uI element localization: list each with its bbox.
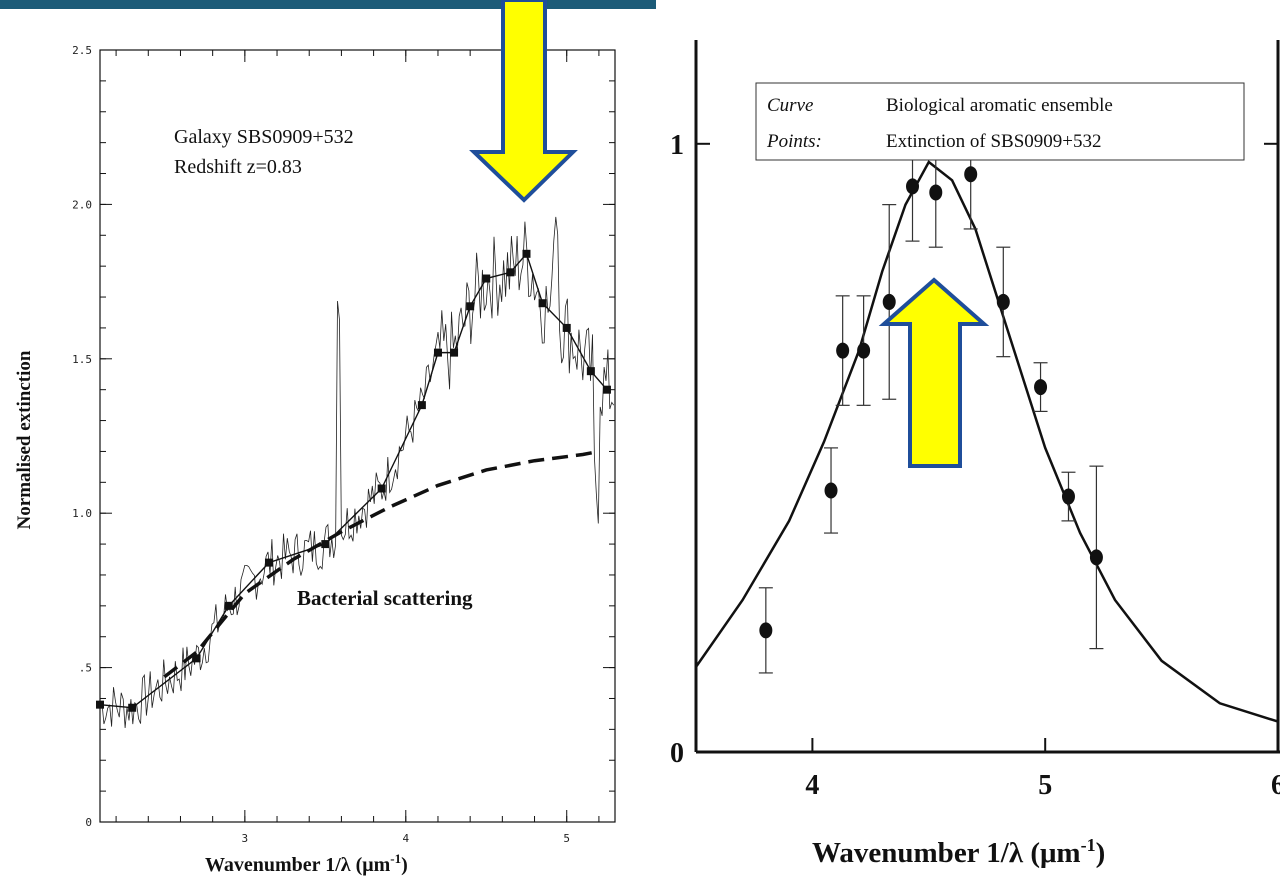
left-binned-marker: [602, 385, 611, 394]
left-data-series: [96, 249, 611, 712]
left-y-tick-label: 2.0: [72, 198, 92, 211]
left-curve-label: Bacterial scattering: [297, 586, 473, 610]
right-x-axis-label-close: ): [1096, 837, 1106, 869]
up-arrow-highlight: [878, 277, 990, 468]
legend-key-curve: Curve: [767, 95, 813, 116]
right-data-point: [836, 342, 850, 359]
left-binned-marker: [192, 654, 201, 663]
left-x-axis-label-sup: -1: [390, 851, 401, 866]
left-x-axis-label-close: ): [401, 854, 408, 876]
right-data-point: [824, 482, 838, 499]
left-x-tick-label: 3: [242, 832, 249, 845]
left-annotation-line-2: Redshift z=0.83: [174, 156, 302, 178]
left-binned-marker: [377, 484, 386, 493]
left-y-tick-label: 1.0: [72, 507, 92, 520]
left-x-tick-label: 4: [402, 832, 409, 845]
left-binned-marker: [128, 703, 137, 712]
left-binned-line: [99, 252, 608, 709]
left-binned-marker: [466, 302, 475, 311]
right-data-point: [964, 166, 978, 183]
right-data-point: [1034, 379, 1048, 396]
right-data-series: [694, 118, 1279, 723]
right-data-point: [996, 293, 1010, 310]
left-y-tick-label: 1.5: [72, 353, 92, 366]
right-data-point: [882, 293, 896, 310]
left-axis-ticks: 3 4 5 0 .5 1.0 1.5 2.0 2.5: [72, 44, 615, 845]
right-x-tick-label: 5: [1038, 770, 1052, 801]
left-y-tick-label: .5: [79, 662, 92, 675]
right-x-tick-label: 6: [1271, 770, 1280, 801]
left-plot-frame: [99, 49, 616, 823]
left-noisy-spectrum: [99, 216, 615, 729]
left-binned-marker: [450, 348, 459, 357]
right-x-axis-label: Wavenumber 1/λ (μm-1): [812, 835, 1105, 869]
left-binned-marker: [224, 601, 233, 610]
right-y-tick-label: 0: [670, 738, 684, 769]
left-binned-marker: [538, 299, 547, 308]
right-chart: 4 5 6 0 1 Curve Biological aromatic ensemble…: [670, 40, 1280, 869]
right-data-point: [1089, 549, 1103, 566]
left-binned-marker: [417, 401, 426, 410]
left-binned-marker: [321, 540, 330, 549]
left-binned-marker: [562, 323, 571, 332]
left-x-axis-label: Wavenumber 1/λ (μm-1): [205, 851, 408, 876]
left-binned-marker: [96, 700, 104, 709]
down-arrow-highlight: [469, 0, 578, 203]
legend-key-points: Points:: [766, 131, 822, 152]
top-accent-bar: [0, 0, 656, 9]
legend-text-curve: Biological aromatic ensemble: [886, 95, 1113, 116]
right-y-tick-label: 1: [670, 130, 684, 161]
left-binned-marker: [433, 348, 442, 357]
left-binned-marker: [506, 268, 515, 277]
left-binned-marker: [522, 249, 531, 258]
right-x-axis-label-sup: -1: [1081, 835, 1096, 855]
right-data-point: [906, 178, 920, 195]
right-model-curve: [694, 160, 1279, 723]
left-y-tick-label: 0: [85, 816, 92, 829]
right-axis-ticks: 4 5 6 0 1: [670, 130, 1280, 801]
left-chart: 3 4 5 0 .5 1.0 1.5 2.0 2.5 Galaxy SBS0909+532 Re…: [14, 44, 616, 876]
left-y-tick-label: 2.5: [72, 44, 92, 57]
left-y-axis-label: Normalised extinction: [14, 350, 35, 529]
left-binned-marker: [586, 367, 595, 376]
right-data-point: [857, 342, 871, 359]
left-x-tick-label: 5: [563, 832, 570, 845]
right-legend-box: [755, 82, 1245, 161]
left-noisy-spectrum-line: [99, 216, 615, 729]
legend-text-points: Extinction of SBS0909+532: [886, 131, 1102, 152]
right-data-point: [759, 622, 773, 639]
right-data-point: [929, 184, 943, 201]
left-annotation-line-1: Galaxy SBS0909+532: [174, 126, 354, 148]
left-binned-marker: [482, 274, 491, 283]
right-x-axis-label-main: Wavenumber 1/λ (μm: [812, 837, 1081, 869]
left-binned-marker: [264, 558, 273, 567]
left-x-axis-label-main: Wavenumber 1/λ (μm: [205, 854, 391, 876]
right-data-point: [1061, 488, 1075, 505]
right-x-tick-label: 4: [805, 770, 819, 801]
